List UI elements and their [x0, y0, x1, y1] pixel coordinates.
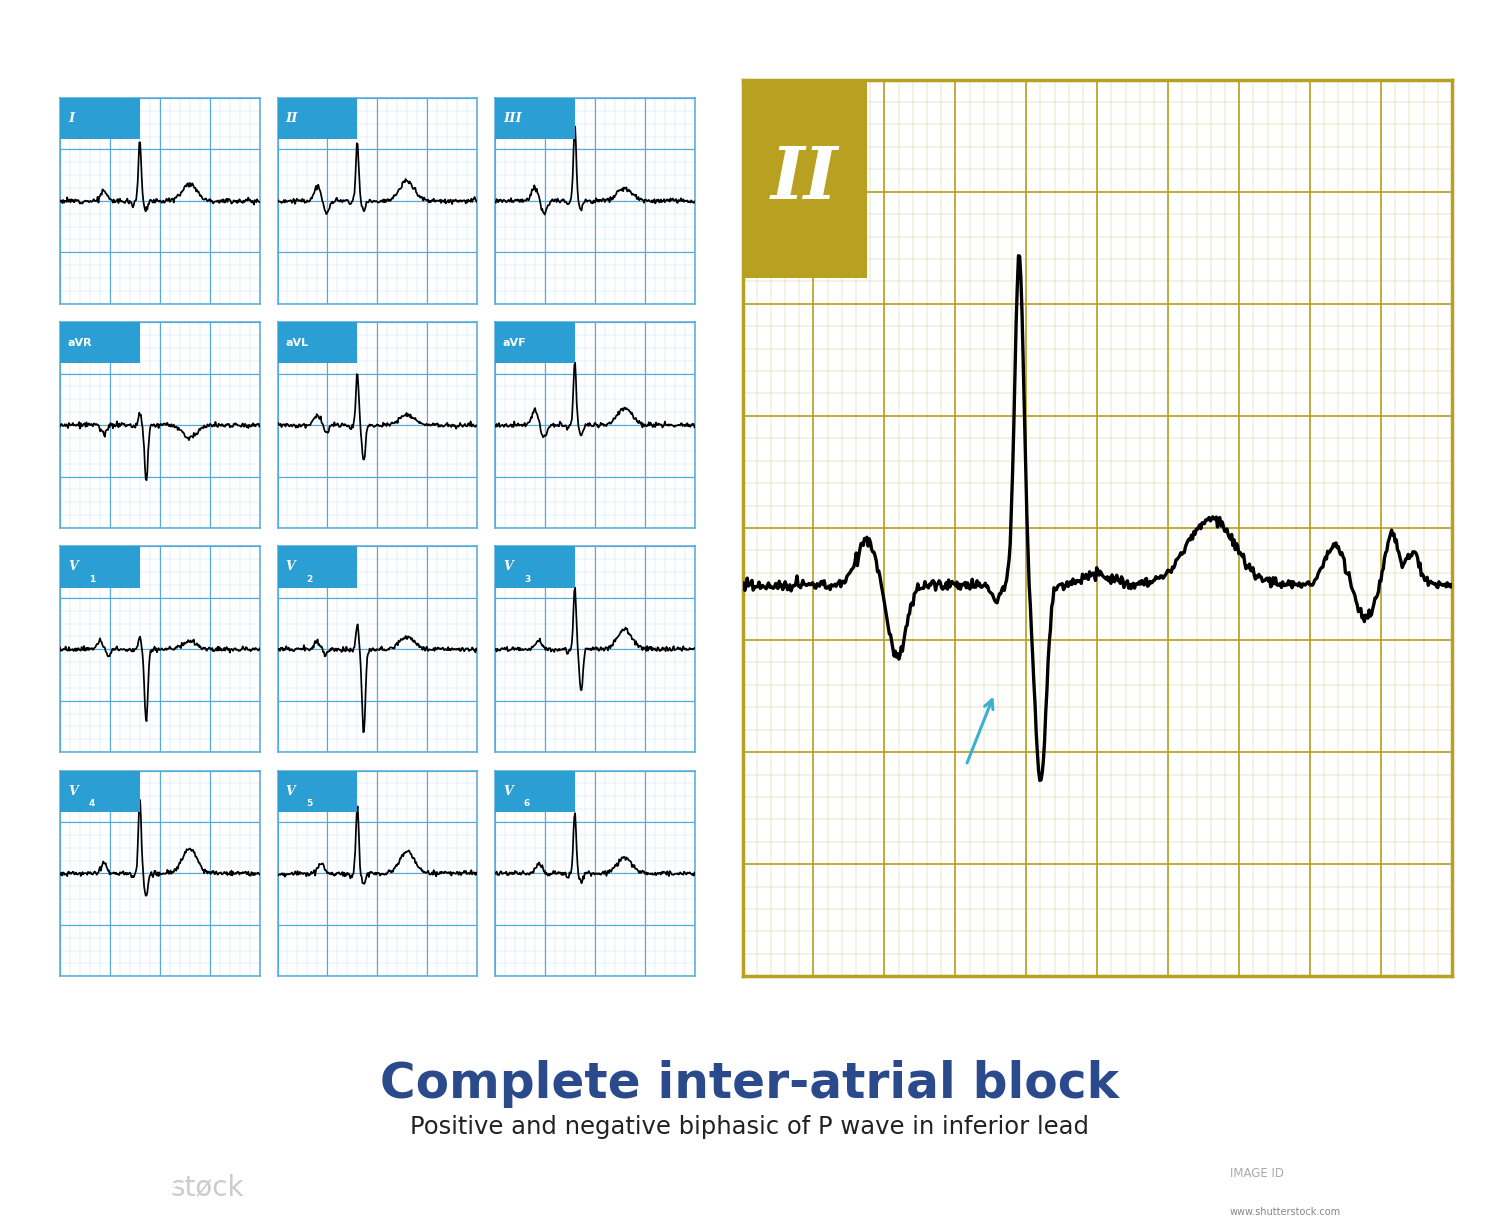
Text: II: II — [771, 143, 838, 214]
Bar — [278, 771, 357, 812]
Text: støck: støck — [171, 1174, 244, 1200]
Text: I: I — [68, 111, 74, 125]
Bar — [495, 98, 574, 140]
Text: 5: 5 — [306, 799, 312, 808]
Bar — [742, 80, 867, 278]
Bar — [278, 546, 357, 588]
Text: 2: 2 — [306, 575, 312, 584]
Text: II: II — [285, 111, 298, 125]
Text: ·: · — [170, 1174, 178, 1200]
Text: V: V — [503, 560, 513, 573]
Text: V: V — [68, 560, 78, 573]
Bar — [60, 322, 140, 364]
Text: Positive and negative biphasic of P wave in inferior lead: Positive and negative biphasic of P wave… — [411, 1115, 1089, 1139]
Bar — [495, 546, 574, 588]
Bar — [495, 322, 574, 364]
Text: Complete inter-atrial block: Complete inter-atrial block — [381, 1060, 1119, 1109]
Text: shutter: shutter — [63, 1174, 178, 1200]
Text: 6: 6 — [524, 799, 530, 808]
Text: 1932184610: 1932184610 — [1230, 1194, 1314, 1207]
Text: 3: 3 — [524, 575, 530, 584]
Text: IMAGE ID: IMAGE ID — [1230, 1167, 1284, 1180]
Bar — [60, 771, 140, 812]
Bar — [60, 98, 140, 140]
Text: V: V — [285, 784, 296, 797]
Text: 1: 1 — [88, 575, 94, 584]
Text: www.shutterstock.com: www.shutterstock.com — [1230, 1208, 1341, 1218]
Bar — [495, 771, 574, 812]
Bar — [278, 322, 357, 364]
Text: aVL: aVL — [285, 338, 309, 348]
Bar — [60, 546, 140, 588]
Bar — [278, 98, 357, 140]
Text: aVF: aVF — [503, 338, 526, 348]
Text: V: V — [503, 784, 513, 797]
Text: 4: 4 — [88, 799, 96, 808]
Text: aVR: aVR — [68, 338, 93, 348]
Text: V: V — [285, 560, 296, 573]
Text: III: III — [503, 111, 522, 125]
Text: V: V — [68, 784, 78, 797]
